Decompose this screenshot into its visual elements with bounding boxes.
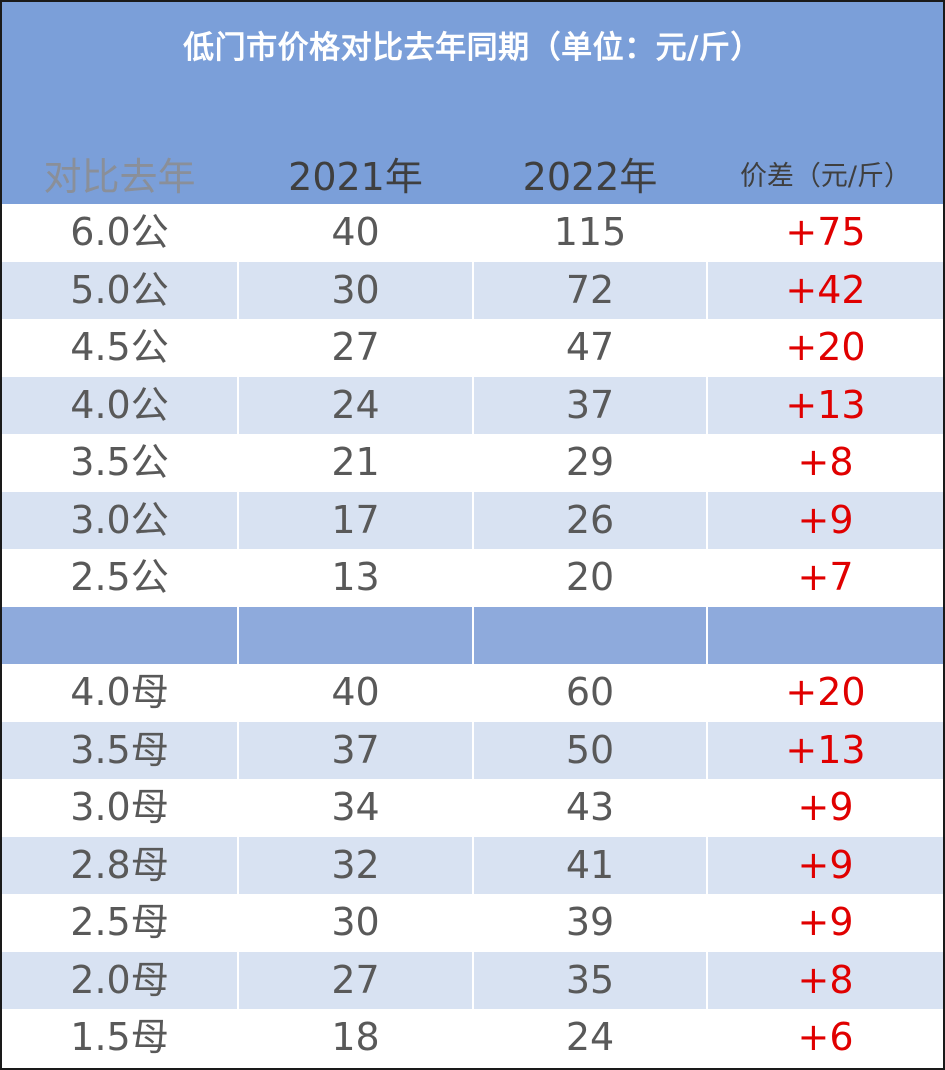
- table-row: 2.5公 13 20 +7: [2, 549, 943, 607]
- row-value-2022: 20: [474, 549, 708, 607]
- row-value-2021: 24: [239, 376, 474, 434]
- table-row: 3.0母 34 43 +9: [2, 779, 943, 837]
- row-value-2021: 27: [239, 319, 474, 377]
- row-value-diff: +9: [797, 900, 854, 944]
- table-row: 4.0公 24 37 +13: [2, 376, 943, 434]
- row-label: 4.0母: [2, 664, 239, 722]
- table-row: 4.5公 27 47 +20: [2, 319, 943, 377]
- row-value-2022: 50: [474, 721, 708, 779]
- row-value-diff: +6: [797, 1015, 854, 1059]
- table-row: 6.0公 40 115 +75: [2, 204, 943, 262]
- row-value-2022: 47: [474, 319, 708, 377]
- row-value-2022: 39: [474, 894, 708, 952]
- row-label: 1.5母: [2, 1009, 239, 1067]
- row-value-diff: +75: [785, 210, 866, 254]
- row-label: [2, 606, 239, 664]
- row-value-diff: +9: [797, 842, 854, 887]
- row-value-2021: 37: [239, 721, 474, 779]
- row-value-2021: 30: [239, 894, 474, 952]
- row-label: 2.5母: [2, 894, 239, 952]
- row-value-2022: 24: [474, 1009, 708, 1067]
- table-row: 3.5母 37 50 +13: [2, 721, 943, 779]
- row-value-2021: [239, 606, 474, 664]
- row-value-diff: +13: [785, 382, 866, 427]
- table-row: 1.5母 18 24 +6: [2, 1009, 943, 1067]
- row-value-diff: +7: [797, 555, 854, 599]
- row-value-2021: 27: [239, 951, 474, 1009]
- table-row: 3.5公 21 29 +8: [2, 434, 943, 492]
- row-value-2022: 115: [474, 204, 708, 262]
- row-label: 4.5公: [2, 319, 239, 377]
- row-value-2021: 32: [239, 836, 474, 894]
- row-value-2022: 60: [474, 664, 708, 722]
- row-value-diff: +13: [785, 727, 866, 772]
- row-value-2022: 35: [474, 951, 708, 1009]
- row-label: 5.0公: [2, 261, 239, 319]
- row-value-2022: 37: [474, 376, 708, 434]
- row-label: 4.0公: [2, 376, 239, 434]
- row-value-2022: 72: [474, 261, 708, 319]
- row-value-2021: 40: [239, 204, 474, 262]
- row-label: 2.0母: [2, 951, 239, 1009]
- row-label: 3.0母: [2, 779, 239, 837]
- row-value-2021: 13: [239, 549, 474, 607]
- row-value-2021: 34: [239, 779, 474, 837]
- table-row: 5.0公 30 72 +42: [2, 261, 943, 319]
- row-value-2021: 17: [239, 491, 474, 549]
- table-row: 3.0公 17 26 +9: [2, 491, 943, 549]
- column-header-2022: 2022年: [522, 155, 658, 199]
- row-value-diff: +8: [797, 440, 854, 484]
- row-value-diff: +9: [797, 497, 854, 542]
- page-title: 低门市价格对比去年同期（单位：元/斤）: [183, 30, 762, 66]
- row-value-diff: +20: [785, 670, 866, 714]
- row-label: 2.8母: [2, 836, 239, 894]
- row-label: 6.0公: [2, 204, 239, 262]
- row-label: 3.5公: [2, 434, 239, 492]
- row-value-diff: +20: [785, 325, 866, 369]
- row-value-2021: 40: [239, 664, 474, 722]
- table-row: 4.0母 40 60 +20: [2, 664, 943, 722]
- row-value-2021: 18: [239, 1009, 474, 1067]
- row-value-2022: 29: [474, 434, 708, 492]
- row-value-diff: [708, 607, 943, 665]
- row-label: 3.5母: [2, 721, 239, 779]
- table-body: 6.0公 40 115 +75 5.0公 30 72 +42 4.5公 27 4…: [2, 204, 943, 1067]
- row-value-diff: +9: [797, 785, 854, 829]
- column-header-2021: 2021年: [288, 155, 423, 199]
- row-value-2022: 41: [474, 836, 708, 894]
- table-header: 低门市价格对比去年同期（单位：元/斤） 对比去年 2021年 2022年 价差（…: [2, 2, 943, 204]
- row-label: 2.5公: [2, 549, 239, 607]
- row-value-2021: 30: [239, 261, 474, 319]
- table-row: 2.0母 27 35 +8: [2, 951, 943, 1009]
- table-row: 2.5母 30 39 +9: [2, 894, 943, 952]
- row-value-diff: +8: [797, 957, 854, 1002]
- column-header-label: 对比去年: [43, 155, 196, 199]
- row-value-2022: 43: [474, 779, 708, 837]
- row-value-2022: [474, 606, 708, 664]
- row-value-diff: +42: [785, 267, 866, 312]
- row-label: 3.0公: [2, 491, 239, 549]
- row-value-2022: 26: [474, 491, 708, 549]
- table-row: 2.8母 32 41 +9: [2, 836, 943, 894]
- row-value-2021: 21: [239, 434, 474, 492]
- section-separator-row: [2, 606, 943, 665]
- column-header-diff: 价差（元/斤）: [739, 161, 912, 192]
